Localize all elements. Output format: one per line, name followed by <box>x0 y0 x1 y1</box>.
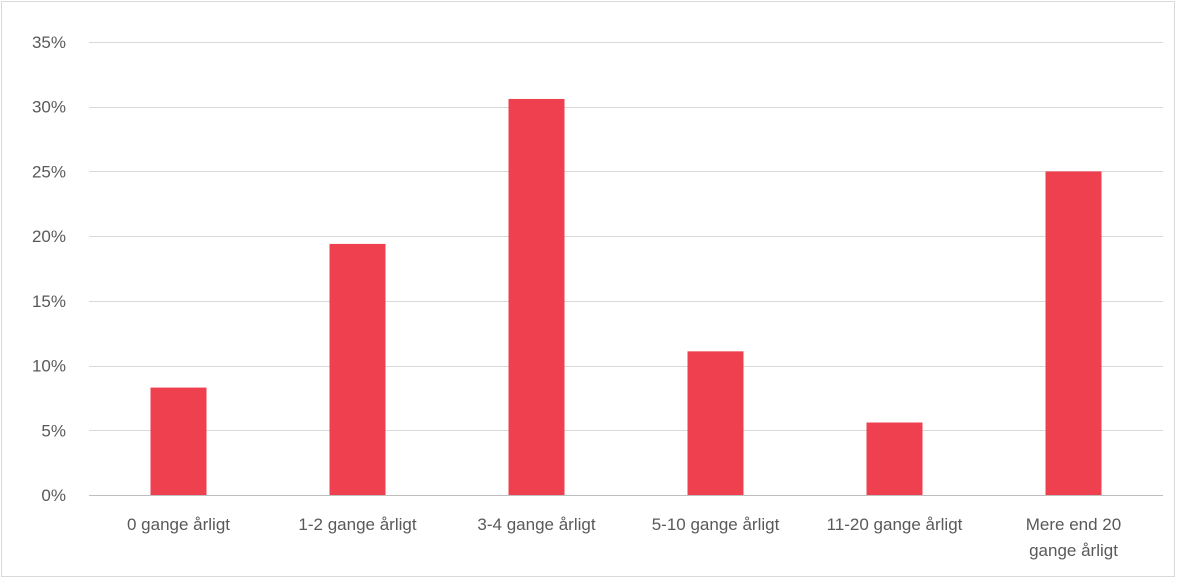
y-tick-label: 20% <box>32 227 66 246</box>
x-tick-label: Mere end 20 <box>1026 515 1121 534</box>
x-tick-label: gange årligt <box>1029 541 1118 560</box>
y-tick-label: 15% <box>32 292 66 311</box>
bar <box>1045 171 1102 495</box>
x-tick-label: 3-4 gange årligt <box>477 515 595 534</box>
y-tick-label: 0% <box>41 486 66 505</box>
y-tick-label: 35% <box>32 33 66 52</box>
bar <box>866 422 923 495</box>
y-tick-label: 25% <box>32 162 66 181</box>
y-tick-label: 10% <box>32 357 66 376</box>
x-tick-label: 1-2 gange årligt <box>298 515 416 534</box>
x-tick-label: 5-10 gange årligt <box>652 515 780 534</box>
bar <box>150 387 207 495</box>
x-tick-label: 11-20 gange årligt <box>827 515 963 534</box>
y-tick-label: 30% <box>32 98 66 117</box>
bar <box>687 351 744 495</box>
y-tick-label: 5% <box>41 421 66 440</box>
bar <box>329 243 386 495</box>
bar <box>508 98 565 495</box>
x-tick-label: 0 gange årligt <box>127 515 230 534</box>
